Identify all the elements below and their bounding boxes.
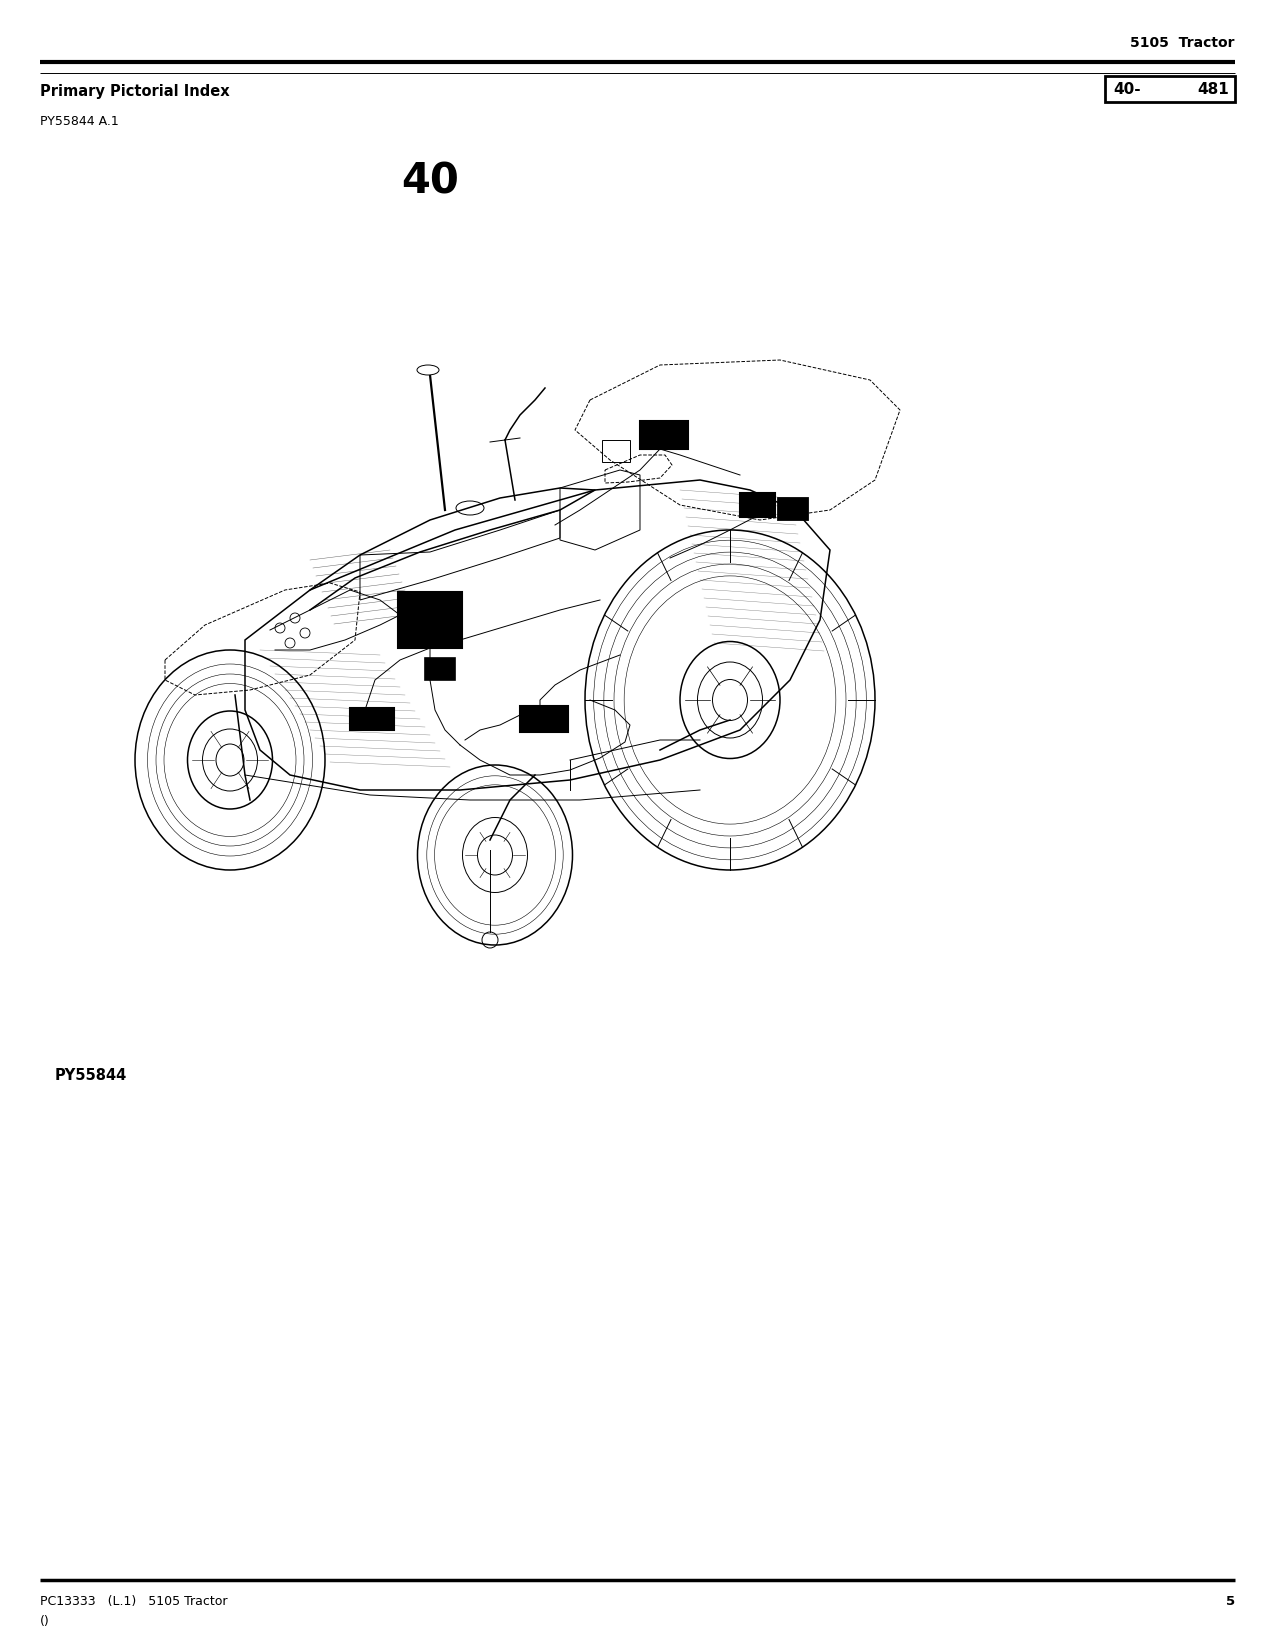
Text: PY55844 A.1: PY55844 A.1 [40, 116, 119, 129]
Text: Primary Pictorial Index: Primary Pictorial Index [40, 84, 230, 99]
Text: PC13333   (L.1)   5105 Tractor: PC13333 (L.1) 5105 Tractor [40, 1596, 227, 1609]
FancyBboxPatch shape [398, 592, 462, 648]
FancyBboxPatch shape [520, 706, 567, 733]
Text: 5: 5 [1225, 1596, 1235, 1609]
FancyBboxPatch shape [640, 421, 688, 449]
FancyBboxPatch shape [351, 708, 394, 729]
Text: 5105  Tractor: 5105 Tractor [1131, 36, 1235, 50]
Bar [1105, 76, 1235, 102]
FancyBboxPatch shape [778, 498, 808, 520]
Text: 40-: 40- [1113, 81, 1141, 96]
Text: 40: 40 [402, 160, 459, 201]
Text: (): () [40, 1615, 50, 1629]
FancyBboxPatch shape [425, 658, 455, 680]
Text: PY55844: PY55844 [55, 1068, 128, 1082]
FancyBboxPatch shape [740, 493, 775, 516]
Text: 481: 481 [1197, 81, 1229, 96]
Ellipse shape [417, 365, 439, 375]
